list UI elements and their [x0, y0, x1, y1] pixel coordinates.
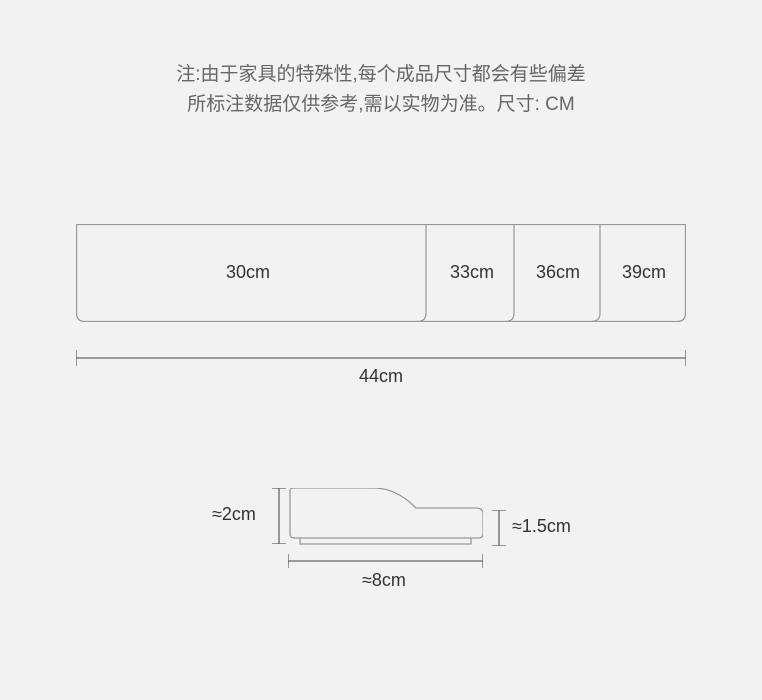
size-label-36: 36cm: [536, 262, 580, 283]
top-view-outline: [76, 224, 686, 322]
side-right-height-label: ≈1.5cm: [512, 516, 571, 537]
size-label-30: 30cm: [226, 262, 270, 283]
side-right-ruler: [492, 510, 510, 546]
size-label-33: 33cm: [450, 262, 494, 283]
width-label: 44cm: [76, 366, 686, 387]
top-view-diagram: 30cm 33cm 36cm 39cm: [76, 224, 686, 322]
note-text: 注:由于家具的特殊性,每个成品尺寸都会有些偏差 所标注数据仅供参考,需以实物为准…: [0, 0, 762, 121]
side-left-height-label: ≈2cm: [212, 504, 256, 525]
note-line-2: 所标注数据仅供参考,需以实物为准。尺寸: CM: [0, 90, 762, 120]
side-view-diagram: ≈2cm ≈1.5cm ≈8cm: [240, 470, 560, 610]
side-bottom-width-label: ≈8cm: [362, 570, 406, 591]
size-label-39: 39cm: [622, 262, 666, 283]
width-ruler: 44cm: [76, 350, 686, 390]
side-view-shape: [288, 488, 483, 548]
note-line-1: 注:由于家具的特殊性,每个成品尺寸都会有些偏差: [0, 60, 762, 90]
